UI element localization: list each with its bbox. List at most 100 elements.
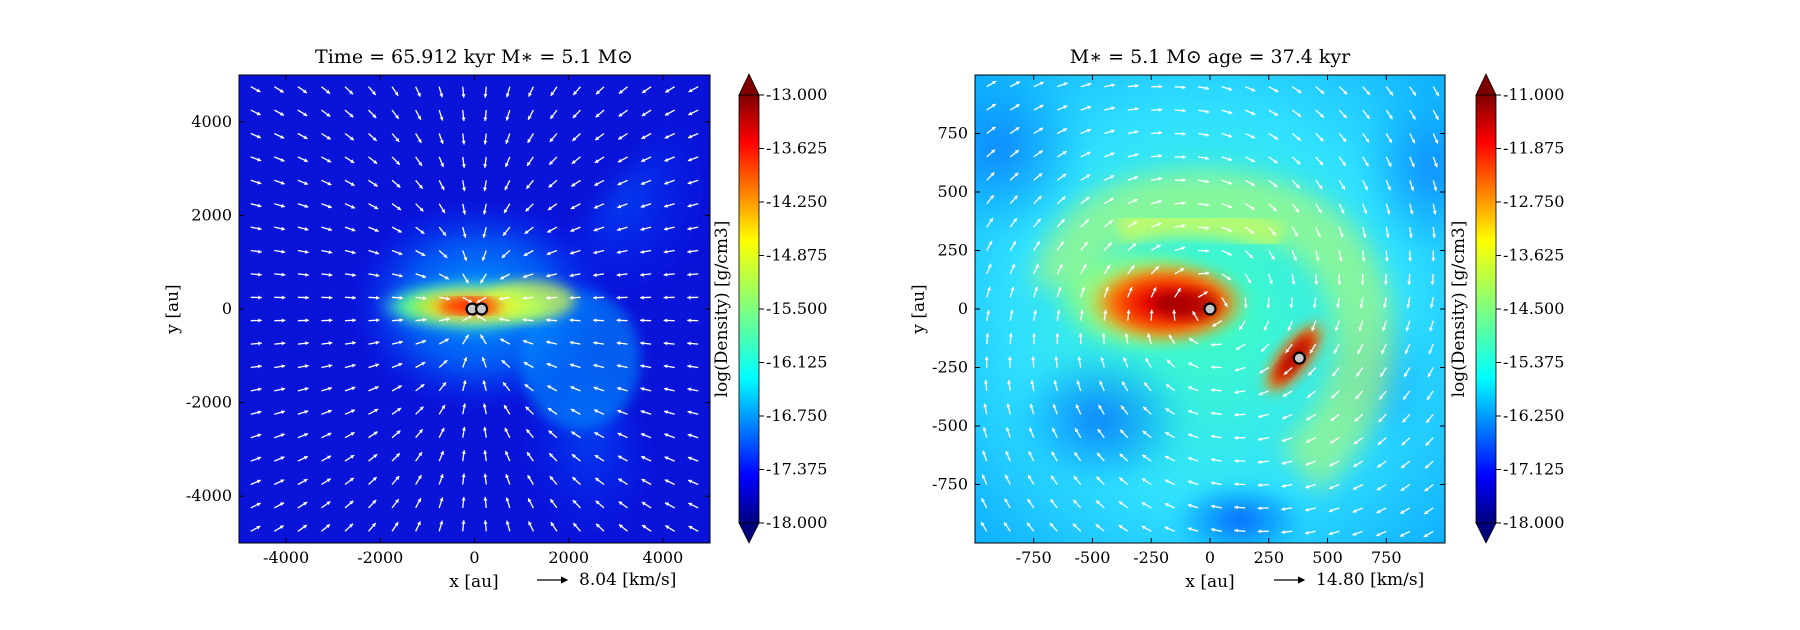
velocity-arrow-head <box>461 426 466 431</box>
x-tick-label: -2000 <box>357 548 403 567</box>
velocity-arrow-head <box>1164 455 1169 460</box>
velocity-arrow-head <box>524 230 529 234</box>
velocity-arrow-head <box>1338 257 1343 262</box>
velocity-arrow-head <box>572 114 577 119</box>
velocity-arrow-head <box>1428 350 1433 355</box>
velocity-arrow-head <box>1188 338 1194 342</box>
velocity-arrow-head <box>1107 242 1112 247</box>
y-tick-label: 500 <box>937 182 968 201</box>
velocity-arrow-head <box>547 385 552 390</box>
x-tick-label: 250 <box>1253 548 1284 567</box>
velocity-arrow-head <box>446 317 450 322</box>
velocity-arrow-head <box>482 403 487 408</box>
colorbar-tick-label: -15.375 <box>1503 353 1564 372</box>
colorbar-tick-label: -15.500 <box>766 299 827 318</box>
velocity-arrow-head <box>1210 388 1215 393</box>
velocity-arrow-head <box>327 158 332 163</box>
velocity-arrow-head <box>1360 281 1365 285</box>
velocity-arrow-head <box>664 203 669 208</box>
velocity-arrow-head <box>1036 241 1040 246</box>
velocity-arrow-head <box>280 479 285 484</box>
velocity-arrow-head <box>417 475 422 480</box>
velocity-arrow-head <box>1118 501 1123 506</box>
velocity-arrow-head <box>441 404 445 409</box>
velocity-arrow-head <box>1329 485 1334 490</box>
velocity-arrow-head <box>618 89 623 94</box>
velocity-arrow-head <box>1305 507 1309 512</box>
velocity-arrow-head <box>1281 438 1286 442</box>
velocity-arrow-head <box>981 498 986 503</box>
velocity-arrow-head <box>665 111 670 116</box>
velocity-arrow-head <box>1329 439 1334 444</box>
velocity-arrow-head <box>984 356 989 361</box>
velocity-arrow-head <box>304 433 309 437</box>
velocity-arrow-head <box>1034 286 1038 291</box>
velocity-arrow-head <box>1050 499 1055 504</box>
velocity-arrow-head <box>528 498 532 503</box>
velocity-arrow-head <box>1388 115 1393 120</box>
velocity-arrow-head <box>1318 185 1323 190</box>
velocity-arrow-head <box>640 387 645 391</box>
velocity-arrow-head <box>1308 371 1313 376</box>
velocity-arrow-head <box>1187 527 1192 532</box>
velocity-arrow-head <box>688 111 693 116</box>
velocity-arrow-head <box>440 450 444 455</box>
velocity-arrow-head <box>687 180 692 185</box>
velocity-arrow-head <box>256 502 261 507</box>
panel-1: -4000 -2000 0 2000 4000 -4000 -2000 0 2000 4000 T… <box>163 46 827 592</box>
velocity-arrow-head <box>1111 83 1116 88</box>
velocity-arrow-head <box>547 228 552 233</box>
velocity-arrow-head <box>375 318 380 323</box>
velocity-arrow-head <box>1309 349 1314 354</box>
velocity-arrow-head <box>1039 127 1044 132</box>
velocity-arrow-head <box>482 210 487 215</box>
velocity-arrow-head <box>1382 304 1387 309</box>
velocity-arrow-head <box>304 387 309 391</box>
velocity-arrow-head <box>462 233 467 238</box>
velocity-arrow-head <box>461 164 466 168</box>
velocity-arrow-head <box>1273 135 1279 140</box>
velocity-arrow-head <box>570 205 575 210</box>
velocity-arrow-head <box>1426 418 1431 423</box>
velocity-arrow-head <box>1031 356 1036 361</box>
velocity-arrow-head <box>281 295 286 300</box>
velocity-arrow-head <box>1250 206 1255 210</box>
velocity-arrow-head <box>481 357 486 362</box>
velocity-arrow-head <box>1005 450 1010 455</box>
velocity-arrow-head <box>417 115 421 120</box>
velocity-arrow-head <box>546 340 551 345</box>
velocity-arrow-head <box>349 477 354 482</box>
velocity-arrow-head <box>440 427 445 432</box>
velocity-arrow-head <box>372 114 377 119</box>
velocity-arrow-head <box>395 476 400 481</box>
velocity-arrow-head <box>569 295 574 300</box>
velocity-arrow-head <box>500 338 505 343</box>
velocity-arrow-head <box>374 386 379 390</box>
velocity-arrow-head <box>640 181 645 185</box>
velocity-arrow-head <box>1434 115 1439 120</box>
velocity-arrow-head <box>1027 498 1032 503</box>
velocity-arrow-head <box>1294 232 1298 237</box>
panel-1-title: Time = 65.912 kyr M∗ = 5.1 M⊙ <box>315 46 633 68</box>
velocity-arrow-head <box>1401 441 1406 446</box>
velocity-arrow-head <box>1285 348 1290 353</box>
velocity-arrow-head <box>1134 107 1139 111</box>
panel-2-title: M∗ = 5.1 M⊙ age = 37.4 kyr <box>1070 46 1351 68</box>
velocity-arrow-head <box>1364 162 1369 167</box>
velocity-arrow-head <box>527 161 531 166</box>
velocity-arrow-head <box>280 203 285 208</box>
velocity-arrow-head <box>1074 452 1079 457</box>
velocity-arrow-head <box>1427 395 1431 400</box>
velocity-arrow-head <box>593 386 598 391</box>
velocity-arrow-head <box>1073 499 1078 504</box>
velocity-arrow-head <box>1293 256 1297 261</box>
velocity-arrow-head <box>280 410 285 415</box>
panel-2-ylabel: y [au] <box>909 284 929 334</box>
velocity-arrow-head <box>571 159 576 164</box>
velocity-arrow-head <box>1305 484 1310 489</box>
velocity-arrow-head <box>1081 286 1086 291</box>
velocity-arrow-head <box>1381 350 1385 355</box>
velocity-arrow-head <box>280 157 285 162</box>
velocity-arrow-head <box>1319 137 1324 142</box>
velocity-arrow-head <box>1210 481 1215 486</box>
